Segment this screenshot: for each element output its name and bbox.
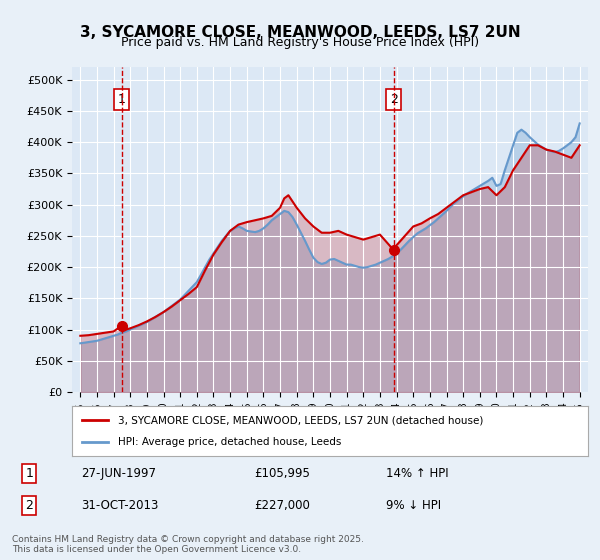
Text: 3, SYCAMORE CLOSE, MEANWOOD, LEEDS, LS7 2UN (detached house): 3, SYCAMORE CLOSE, MEANWOOD, LEEDS, LS7 … bbox=[118, 415, 484, 425]
Text: 1: 1 bbox=[25, 467, 33, 480]
Text: 2: 2 bbox=[25, 499, 33, 512]
Text: HPI: Average price, detached house, Leeds: HPI: Average price, detached house, Leed… bbox=[118, 437, 342, 447]
Text: £105,995: £105,995 bbox=[254, 467, 310, 480]
Text: 27-JUN-1997: 27-JUN-1997 bbox=[81, 467, 156, 480]
Text: 14% ↑ HPI: 14% ↑ HPI bbox=[386, 467, 449, 480]
Text: 2: 2 bbox=[390, 93, 398, 106]
Text: 31-OCT-2013: 31-OCT-2013 bbox=[81, 499, 158, 512]
Text: Contains HM Land Registry data © Crown copyright and database right 2025.
This d: Contains HM Land Registry data © Crown c… bbox=[12, 535, 364, 554]
Text: £227,000: £227,000 bbox=[254, 499, 310, 512]
Text: 9% ↓ HPI: 9% ↓ HPI bbox=[386, 499, 442, 512]
Text: 1: 1 bbox=[118, 93, 125, 106]
Text: 3, SYCAMORE CLOSE, MEANWOOD, LEEDS, LS7 2UN: 3, SYCAMORE CLOSE, MEANWOOD, LEEDS, LS7 … bbox=[80, 25, 520, 40]
Text: Price paid vs. HM Land Registry's House Price Index (HPI): Price paid vs. HM Land Registry's House … bbox=[121, 36, 479, 49]
